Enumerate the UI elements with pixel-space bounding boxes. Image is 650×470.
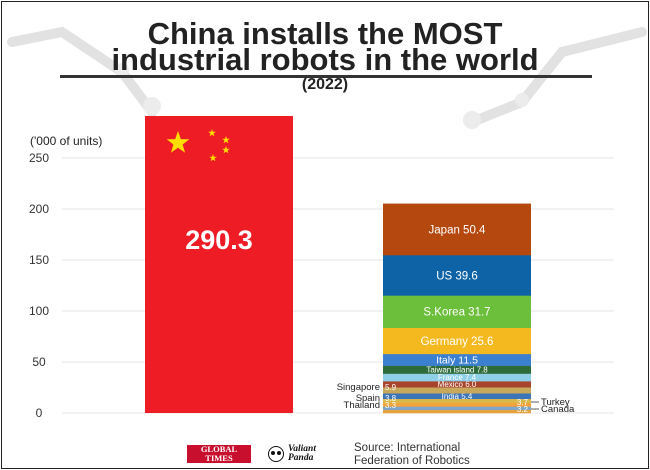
y-tick-label-100: 100 [29, 304, 49, 318]
global-times-logo-line2: TIMES [205, 453, 233, 463]
stack-segment-japan [383, 203, 531, 256]
stack-label-japan: Japan 50.4 [429, 224, 487, 236]
stack-label-taiwan-island: Taiwan island 7.8 [426, 365, 488, 374]
country-label-turkey: Turkey [541, 397, 570, 408]
valiant-panda-logo: Valiant Panda [268, 444, 342, 463]
stack-segment-mexico [383, 381, 531, 388]
value-label-singapore: 5.9 [385, 383, 397, 392]
stack-segment-france [383, 373, 531, 382]
title-line-1: China installs the MOST [147, 16, 503, 51]
stack-segment-us [383, 255, 531, 296]
country-label-canada: Canada [541, 404, 575, 415]
flag-star-small-2-icon [222, 136, 230, 144]
stack-segment-thailand [383, 406, 531, 411]
y-tick-label-50: 50 [32, 355, 46, 369]
subtitle-year: (2022) [301, 76, 349, 93]
stack-label-france: France 7.4 [438, 373, 477, 382]
stack-label-s-korea: S.Korea 31.7 [423, 307, 490, 319]
global-times-logo: GLOBAL TIMES [187, 445, 251, 463]
value-label-turkey: 3.7 [517, 398, 529, 407]
y-tick-label-150: 150 [29, 253, 49, 267]
y-tick-label-200: 200 [29, 202, 49, 216]
y-tick-label-250: 250 [29, 151, 49, 165]
flag-star-small-1-icon [208, 129, 216, 137]
value-label-spain: 3.8 [385, 394, 397, 403]
unit-label: ('000 of units) [30, 134, 103, 148]
stack-segment-taiwan-island [383, 365, 531, 374]
stack-label-us: US 39.6 [436, 270, 478, 282]
panda-icon [268, 446, 284, 462]
stack-segment-s-korea [383, 295, 531, 329]
valiant-panda-logo-line1: Valiant [288, 444, 316, 454]
stack-label-mexico: Mexico 6.0 [438, 380, 477, 389]
source-line-2: Federation of Robotics [354, 455, 470, 467]
country-label-thailand: Thailand [344, 400, 380, 411]
y-tick-label-0: 0 [36, 406, 43, 420]
value-label-thailand: 3.3 [385, 401, 397, 410]
stack-segment-singapore [383, 387, 531, 394]
stack-segment-italy [383, 353, 531, 366]
stack-label-germany: Germany 25.6 [421, 336, 494, 348]
source-line-1: Source: International [354, 442, 461, 454]
source-note: Source: International Federation of Robo… [354, 442, 514, 468]
stack-segment-turkey [383, 402, 531, 407]
country-label-singapore: Singapore [337, 382, 380, 393]
stack-segment-germany [383, 327, 531, 355]
bar-label-china: 290.3 [185, 225, 253, 255]
global-times-logo-line1: GLOBAL [200, 444, 238, 454]
title-underline [60, 75, 592, 78]
stack-label-india: India 5.4 [442, 392, 473, 401]
country-label-spain: Spain [356, 393, 380, 404]
bar-china [145, 116, 293, 413]
stack-segment-spain [383, 398, 531, 403]
stack-label-italy: Italy 11.5 [436, 354, 478, 366]
stack-segment-india [383, 393, 531, 400]
stack-segment-canada [383, 409, 531, 414]
valiant-panda-logo-line2: Panda [288, 453, 314, 463]
value-label-canada: 3.2 [517, 405, 529, 414]
flag-star-small-3-icon [222, 146, 230, 154]
title-line-2: industrial robots in the world [111, 42, 539, 77]
flag-star-large-icon [166, 131, 190, 153]
flag-star-small-4-icon [209, 154, 217, 162]
